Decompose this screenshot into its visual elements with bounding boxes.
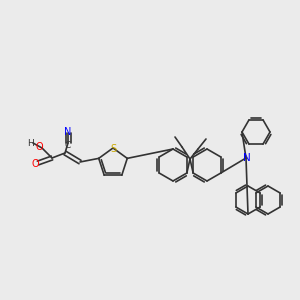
Text: S: S: [110, 144, 116, 154]
Text: O: O: [31, 159, 39, 169]
Text: O: O: [35, 142, 43, 152]
Text: N: N: [64, 127, 72, 137]
Text: H: H: [28, 139, 34, 148]
Text: N: N: [243, 153, 251, 163]
Text: C: C: [65, 140, 71, 149]
